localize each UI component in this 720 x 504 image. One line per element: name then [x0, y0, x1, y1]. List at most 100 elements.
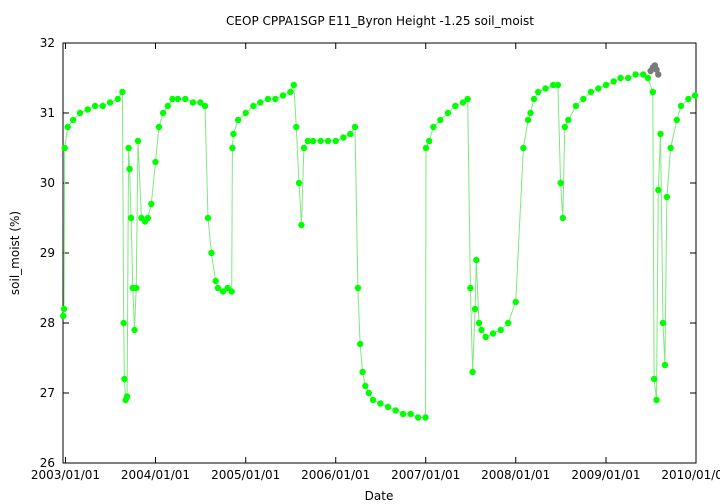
- data-point: [640, 71, 647, 78]
- data-point: [148, 200, 155, 208]
- data-point: [422, 414, 429, 421]
- data-point: [464, 95, 471, 103]
- data-point: [430, 123, 437, 131]
- data-point: [572, 102, 580, 110]
- data-point: [290, 81, 298, 89]
- data-point: [127, 214, 135, 222]
- data-point: [653, 396, 660, 404]
- data-point: [201, 102, 209, 110]
- plot-frame: [62, 42, 697, 464]
- chart-title: CEOP CPPA1SGP E11_Byron Height -1.25 soi…: [226, 14, 534, 28]
- data-point: [106, 99, 114, 106]
- data-point: [214, 284, 222, 292]
- x-axis-label: Date: [365, 489, 394, 503]
- data-point: [242, 109, 249, 117]
- data-point: [60, 305, 68, 313]
- data-point: [425, 137, 433, 145]
- data-point: [602, 81, 610, 89]
- data-point: [182, 95, 189, 103]
- data-point: [561, 123, 569, 131]
- data-point: [437, 116, 444, 124]
- data-point: [229, 144, 236, 152]
- data-point: [359, 368, 366, 376]
- data-point: [392, 407, 399, 414]
- y-tick-label: 32: [40, 36, 55, 50]
- data-point: [287, 88, 294, 96]
- y-tick-label: 30: [40, 176, 55, 190]
- data-point: [250, 102, 257, 110]
- data-point: [228, 288, 235, 295]
- data-point: [169, 95, 176, 103]
- data-point: [174, 95, 182, 103]
- data-point: [324, 137, 332, 145]
- data-point: [512, 298, 519, 306]
- data-point: [644, 74, 652, 82]
- data-point: [298, 221, 305, 229]
- data-point: [356, 340, 364, 348]
- data-point: [482, 333, 489, 341]
- data-point: [212, 277, 219, 285]
- y-axis: 26 27 28 29 30 31 32: [40, 36, 696, 470]
- y-tick-label: 28: [40, 316, 55, 330]
- data-point: [279, 92, 287, 99]
- data-point: [69, 116, 77, 124]
- data-point: [309, 137, 317, 145]
- data-point: [624, 74, 632, 82]
- y-tick-label: 29: [40, 246, 55, 260]
- data-point: [473, 256, 480, 264]
- data-point: [365, 389, 372, 397]
- data-point: [234, 116, 242, 124]
- data-point: [459, 99, 467, 106]
- data-point: [354, 284, 362, 292]
- data-point: [399, 410, 407, 418]
- data-point: [475, 319, 483, 327]
- data-point: [478, 326, 485, 334]
- data-point: [655, 186, 662, 194]
- data-point: [317, 137, 324, 145]
- data-point: [99, 102, 106, 110]
- x-tick-label: 2008/01/01: [481, 468, 550, 482]
- data-point: [84, 106, 91, 113]
- data-point: [691, 92, 699, 99]
- data-point: [134, 137, 142, 145]
- data-point: [559, 214, 567, 222]
- data-point: [673, 116, 680, 124]
- data-point: [197, 99, 204, 106]
- data-point: [257, 99, 264, 106]
- data-point: [489, 330, 497, 337]
- data-point: [347, 130, 354, 138]
- flagged-point: [653, 66, 660, 73]
- data-point: [131, 326, 138, 334]
- data-point: [369, 396, 377, 404]
- data-point: [362, 382, 369, 390]
- series-points: [60, 71, 699, 421]
- y-tick-label: 31: [40, 106, 55, 120]
- data-point: [534, 88, 542, 96]
- x-axis: 2003/01/01 2004/01/01 2005/01/01 2006/01/01…: [31, 43, 720, 482]
- data-point: [219, 288, 227, 295]
- data-point: [497, 326, 504, 334]
- data-point: [125, 144, 132, 152]
- x-tick-label: 2005/01/01: [211, 468, 280, 482]
- data-point: [332, 137, 339, 145]
- data-point: [126, 165, 133, 173]
- data-point: [632, 71, 639, 78]
- data-point: [76, 109, 84, 117]
- data-point: [64, 123, 71, 131]
- data-point: [661, 361, 669, 369]
- data-point: [649, 88, 657, 96]
- data-point: [542, 85, 549, 92]
- data-point: [60, 312, 67, 320]
- data-point: [351, 123, 359, 131]
- data-point: [264, 95, 272, 103]
- y-tick-label: 27: [40, 386, 55, 400]
- data-point: [407, 410, 414, 418]
- data-point: [659, 319, 667, 327]
- data-point: [120, 319, 127, 327]
- data-point: [164, 102, 172, 110]
- x-tick-label: 2010/01/01: [661, 468, 720, 482]
- data-point: [520, 144, 527, 152]
- data-point: [504, 319, 512, 327]
- data-point: [230, 130, 237, 138]
- data-point: [61, 144, 68, 152]
